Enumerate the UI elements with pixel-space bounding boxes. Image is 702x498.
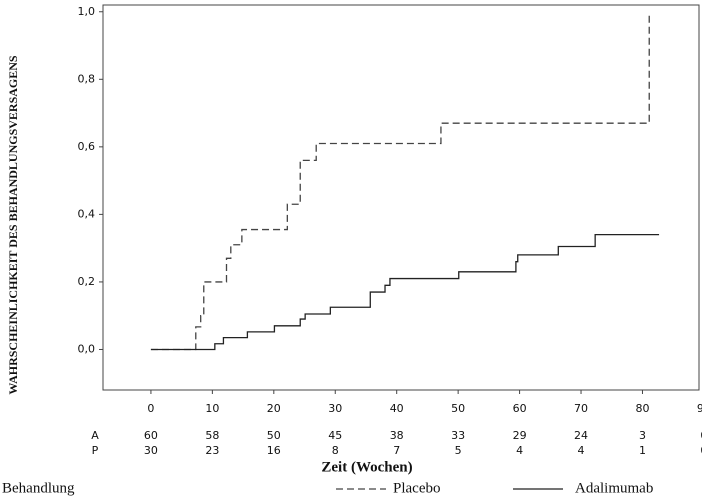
x-tick-label: 20 (267, 402, 281, 415)
risk-count: 3 (639, 429, 646, 442)
risk-count: 1 (639, 444, 646, 457)
x-tick-label: 60 (513, 402, 527, 415)
risk-count: 8 (332, 444, 339, 457)
step-line (150, 233, 660, 351)
legend-title: Behandlung (2, 480, 75, 496)
risk-count: 0 (700, 429, 702, 442)
step-line (150, 11, 650, 351)
risk-count: 4 (578, 444, 585, 457)
x-tick-label: 10 (205, 402, 219, 415)
y-tick-label: 0,2 (78, 275, 96, 288)
risk-count: 4 (516, 444, 523, 457)
y-tick-label: 0,6 (78, 140, 96, 153)
y-tick-label: 0,8 (78, 72, 96, 85)
risk-count: 5 (455, 444, 462, 457)
x-tick-label: 40 (390, 402, 404, 415)
risk-count: 60 (144, 429, 158, 442)
risk-count: 23 (205, 444, 219, 457)
risk-row-label: P (92, 444, 99, 457)
y-tick-label: 0,4 (78, 207, 96, 220)
x-tick-label: 70 (574, 402, 588, 415)
x-tick-label: 50 (451, 402, 465, 415)
x-tick-label: 80 (635, 402, 649, 415)
risk-count: 58 (205, 429, 219, 442)
x-tick-label: 0 (147, 402, 154, 415)
y-tick-label: 1,0 (78, 5, 96, 18)
x-axis-label: Zeit (Wochen) (321, 459, 412, 475)
legend-label: Placebo (393, 480, 440, 496)
risk-count: 24 (574, 429, 588, 442)
risk-count: 38 (390, 429, 404, 442)
risk-count: 30 (144, 444, 158, 457)
legend-label: Adalimumab (575, 480, 653, 496)
risk-count: 50 (267, 429, 281, 442)
risk-count: 7 (393, 444, 400, 457)
y-axis-label: WAHRSCHEINLICHKEIT DES BEHANDLUNGSVERSAG… (6, 55, 20, 395)
risk-count: 16 (267, 444, 281, 457)
plot-frame (102, 4, 700, 391)
x-tick-label: 90 (697, 402, 702, 415)
risk-row-label: A (91, 429, 99, 442)
risk-count: 45 (328, 429, 342, 442)
risk-count: 0 (700, 444, 702, 457)
risk-count: 29 (513, 429, 527, 442)
y-tick-label: 0,0 (78, 342, 96, 355)
risk-count: 33 (451, 429, 465, 442)
x-tick-label: 30 (328, 402, 342, 415)
